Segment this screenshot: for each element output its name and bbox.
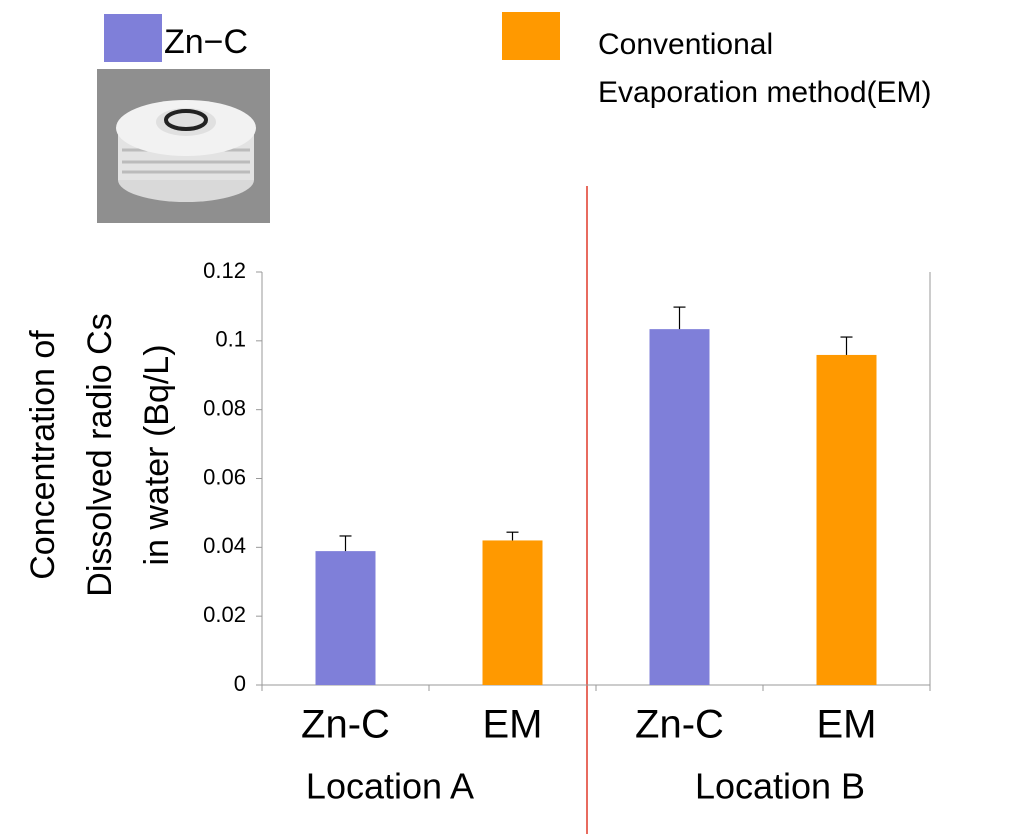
y-axis-label: in water (Bq/L) [138, 344, 176, 565]
x-tick-label: Zn-C [635, 703, 724, 747]
chart: Zn−C Conventional Evaporation method(EM) 0… [0, 0, 1029, 834]
error-bar [674, 307, 686, 329]
group-label: Location A [306, 766, 474, 807]
y-tick-label: 0.08 [203, 395, 246, 420]
bar [316, 551, 376, 685]
legend-swatch [502, 12, 560, 60]
y-tick-label: 0.12 [203, 258, 246, 283]
y-tick-label: 0.1 [215, 327, 246, 352]
error-bar [841, 337, 853, 355]
bar [650, 329, 710, 685]
x-tick-label: EM [817, 703, 877, 747]
legend-label: Zn−C [164, 23, 248, 61]
legend-label: Evaporation method(EM) [598, 76, 932, 109]
y-tick-label: 0.04 [203, 533, 246, 558]
group-label: Location B [695, 766, 865, 807]
y-tick-label: 0.02 [203, 602, 246, 627]
y-axis-label: Concentration of [24, 330, 62, 580]
product-photo [97, 69, 270, 223]
legend-swatch [104, 14, 162, 62]
bar [817, 355, 877, 685]
legend-label: Conventional [598, 28, 773, 61]
x-tick-label: EM [483, 703, 543, 747]
bar [483, 540, 543, 685]
y-tick-label: 0.06 [203, 464, 246, 489]
error-bar [507, 532, 519, 540]
x-tick-label: Zn-C [301, 703, 390, 747]
y-tick-label: 0 [234, 671, 246, 696]
y-axis-label: Dissolved radio Cs [81, 313, 119, 596]
error-bar [340, 536, 352, 551]
